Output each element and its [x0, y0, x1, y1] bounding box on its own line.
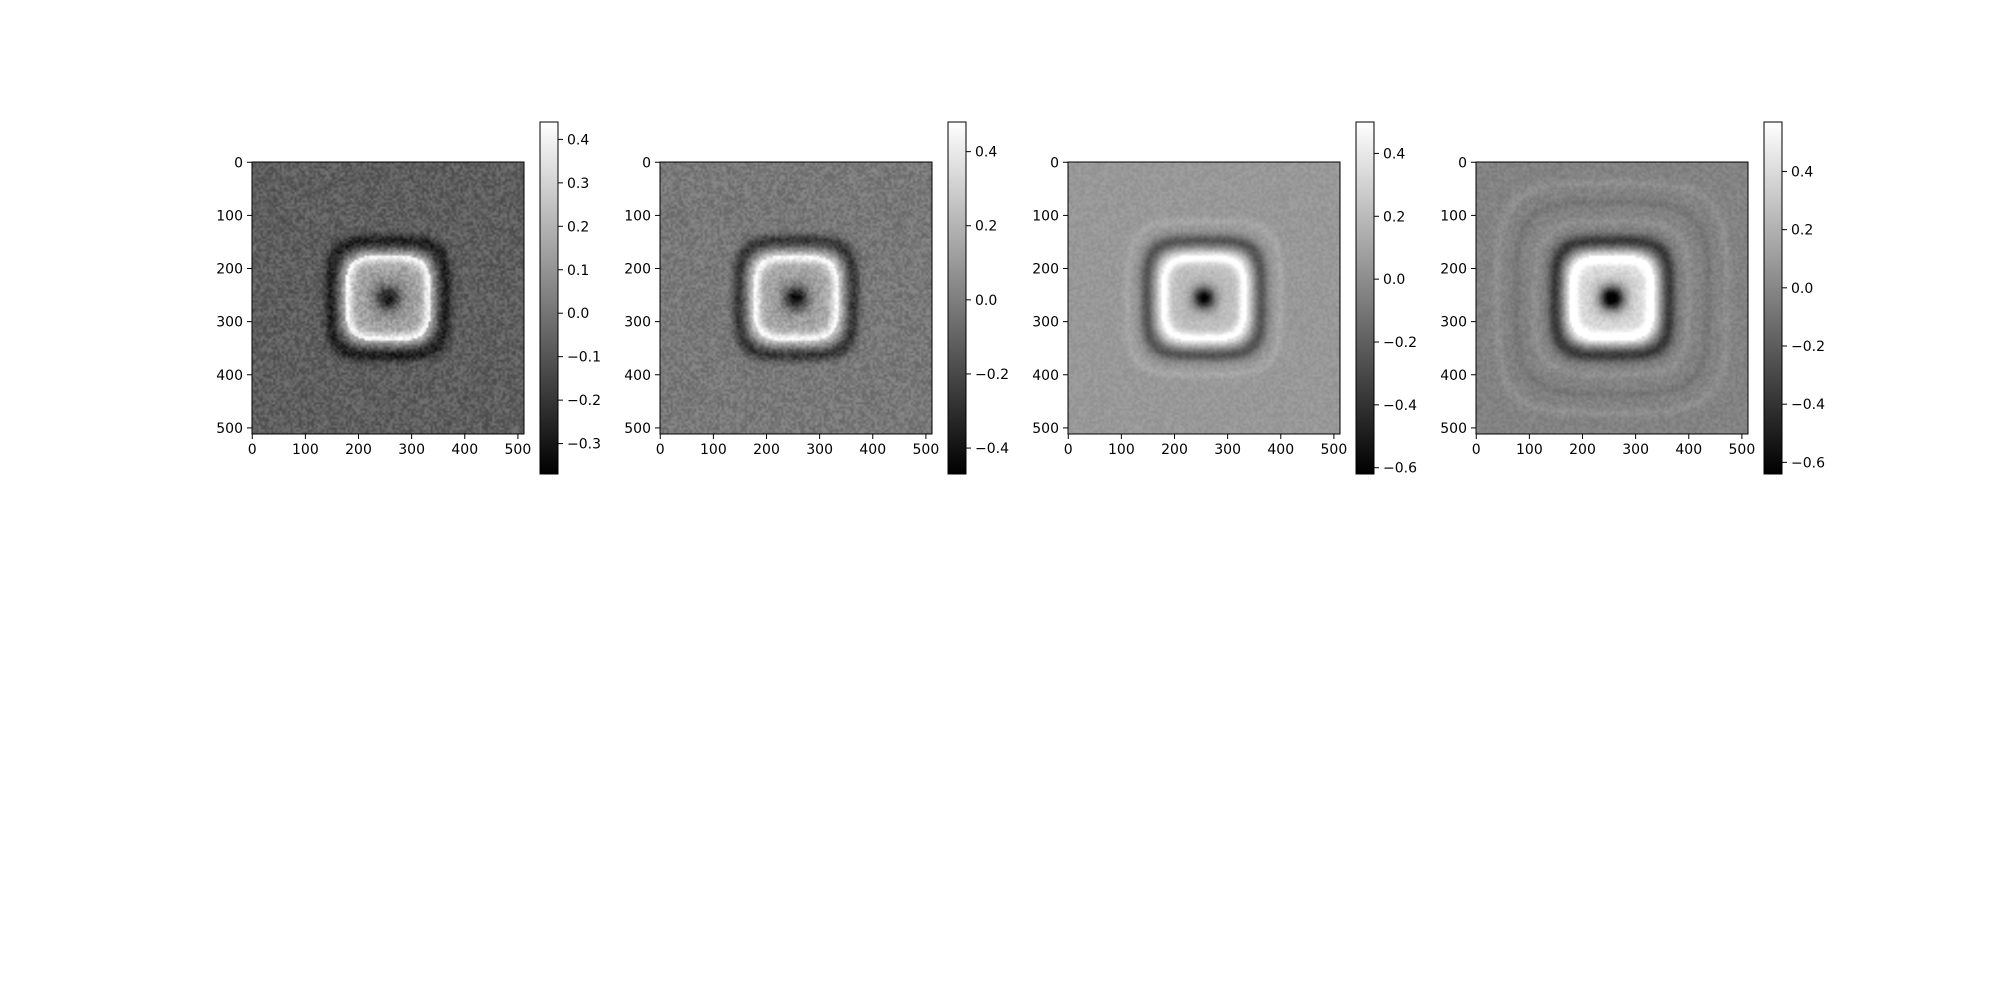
x-tick-label: 200	[1161, 442, 1188, 458]
y-tick-label: 200	[216, 262, 243, 278]
x-tick-label: 300	[806, 442, 833, 458]
axes-frame	[251, 161, 525, 435]
colorbar-tick-label: −0.6	[1383, 461, 1417, 477]
colorbar-tick-label: 0.0	[1383, 272, 1405, 288]
x-tick-label: 300	[1214, 442, 1241, 458]
colorbar-tick-label: −0.4	[1791, 397, 1825, 413]
x-tick-label: 500	[1321, 442, 1348, 458]
colorbar-tick-label: 0.0	[567, 306, 589, 322]
colorbar-tick-label: 0.4	[1791, 164, 1813, 180]
y-tick-label: 500	[624, 421, 651, 437]
heatmap-image	[1476, 162, 1748, 434]
y-tick-label: 0	[1050, 155, 1059, 171]
x-tick-label: 100	[700, 442, 727, 458]
y-tick-label: 200	[624, 262, 651, 278]
colorbar-tick-label: −0.4	[1383, 398, 1417, 414]
axes-frame	[659, 161, 933, 435]
colorbar-tick-label: −0.3	[567, 437, 601, 453]
colorbar	[1355, 121, 1375, 475]
panel-4: 0 100 200 300 400 500 0 100 200 300 400 500 −0.6 −0.4…	[1440, 121, 1825, 475]
x-tick-label: 500	[913, 442, 940, 458]
y-tick-label: 300	[624, 315, 651, 331]
colorbar	[539, 121, 559, 475]
x-tick-label: 200	[753, 442, 780, 458]
x-tick-label: 500	[1729, 442, 1756, 458]
x-tick-label: 0	[1472, 442, 1481, 458]
panel-1: 0 100 200 300 400 500 0 100 200 300 400 500 −0.3 −0.2…	[216, 121, 601, 475]
x-tick-label: 100	[1516, 442, 1543, 458]
x-tick-label: 400	[451, 442, 478, 458]
colorbar-tick-label: −0.2	[975, 367, 1009, 383]
y-tick-label: 200	[1440, 262, 1467, 278]
y-tick-label: 300	[1032, 315, 1059, 331]
y-tick-label: 100	[1440, 208, 1467, 224]
colorbar-tick-label: −0.2	[567, 393, 601, 409]
y-tick-label: 0	[234, 155, 243, 171]
colorbar-tick-label: −0.2	[1791, 339, 1825, 355]
y-tick-label: 200	[1032, 262, 1059, 278]
heatmap-image	[660, 162, 932, 434]
y-tick-label: 500	[1032, 421, 1059, 437]
colorbar-tick-label: 0.2	[1383, 209, 1405, 225]
colorbar-tick-label: 0.1	[567, 263, 589, 279]
colorbar-tick-label: 0.4	[567, 132, 589, 148]
x-tick-label: 300	[398, 442, 425, 458]
x-tick-label: 500	[505, 442, 532, 458]
heatmap-image	[252, 162, 524, 434]
y-tick-label: 100	[1032, 208, 1059, 224]
y-tick-label: 300	[216, 315, 243, 331]
colorbar-tick-label: 0.0	[1791, 281, 1813, 297]
x-tick-label: 0	[248, 442, 257, 458]
y-tick-label: 400	[1032, 368, 1059, 384]
colorbar-tick-label: 0.4	[1383, 146, 1405, 162]
colorbar-tick-label: −0.6	[1791, 455, 1825, 471]
x-tick-label: 300	[1622, 442, 1649, 458]
y-tick-label: 0	[1458, 155, 1467, 171]
colorbar-tick-label: −0.2	[1383, 335, 1417, 351]
colorbar	[1763, 121, 1783, 475]
x-tick-label: 0	[1064, 442, 1073, 458]
x-tick-label: 200	[345, 442, 372, 458]
x-tick-label: 400	[859, 442, 886, 458]
colorbar-tick-label: 0.3	[567, 176, 589, 192]
colorbar-tick-label: 0.2	[1791, 223, 1813, 239]
y-tick-label: 300	[1440, 315, 1467, 331]
x-tick-label: 200	[1569, 442, 1596, 458]
colorbar-tick-label: 0.0	[975, 293, 997, 309]
panel-2: 0 100 200 300 400 500 0 100 200 300 400 500 −0.4 −0.2…	[624, 121, 1009, 475]
colorbar-tick-label: −0.4	[975, 441, 1009, 457]
heatmap-image	[1068, 162, 1340, 434]
x-tick-label: 400	[1675, 442, 1702, 458]
y-tick-label: 500	[216, 421, 243, 437]
x-tick-label: 0	[656, 442, 665, 458]
axes-frame	[1067, 161, 1341, 435]
x-tick-label: 100	[292, 442, 319, 458]
colorbar-tick-label: 0.4	[975, 145, 997, 161]
axes-frame	[1475, 161, 1749, 435]
y-tick-label: 400	[624, 368, 651, 384]
x-tick-label: 100	[1108, 442, 1135, 458]
x-tick-label: 400	[1267, 442, 1294, 458]
y-tick-label: 100	[624, 208, 651, 224]
y-tick-label: 500	[1440, 421, 1467, 437]
y-tick-label: 0	[642, 155, 651, 171]
colorbar-tick-label: 0.2	[567, 219, 589, 235]
y-tick-label: 400	[216, 368, 243, 384]
y-tick-label: 400	[1440, 368, 1467, 384]
y-tick-label: 100	[216, 208, 243, 224]
colorbar	[947, 121, 967, 475]
colorbar-tick-label: −0.1	[567, 350, 601, 366]
panel-3: 0 100 200 300 400 500 0 100 200 300 400 500 −0.6 −0.4…	[1032, 121, 1417, 477]
colorbar-tick-label: 0.2	[975, 219, 997, 235]
